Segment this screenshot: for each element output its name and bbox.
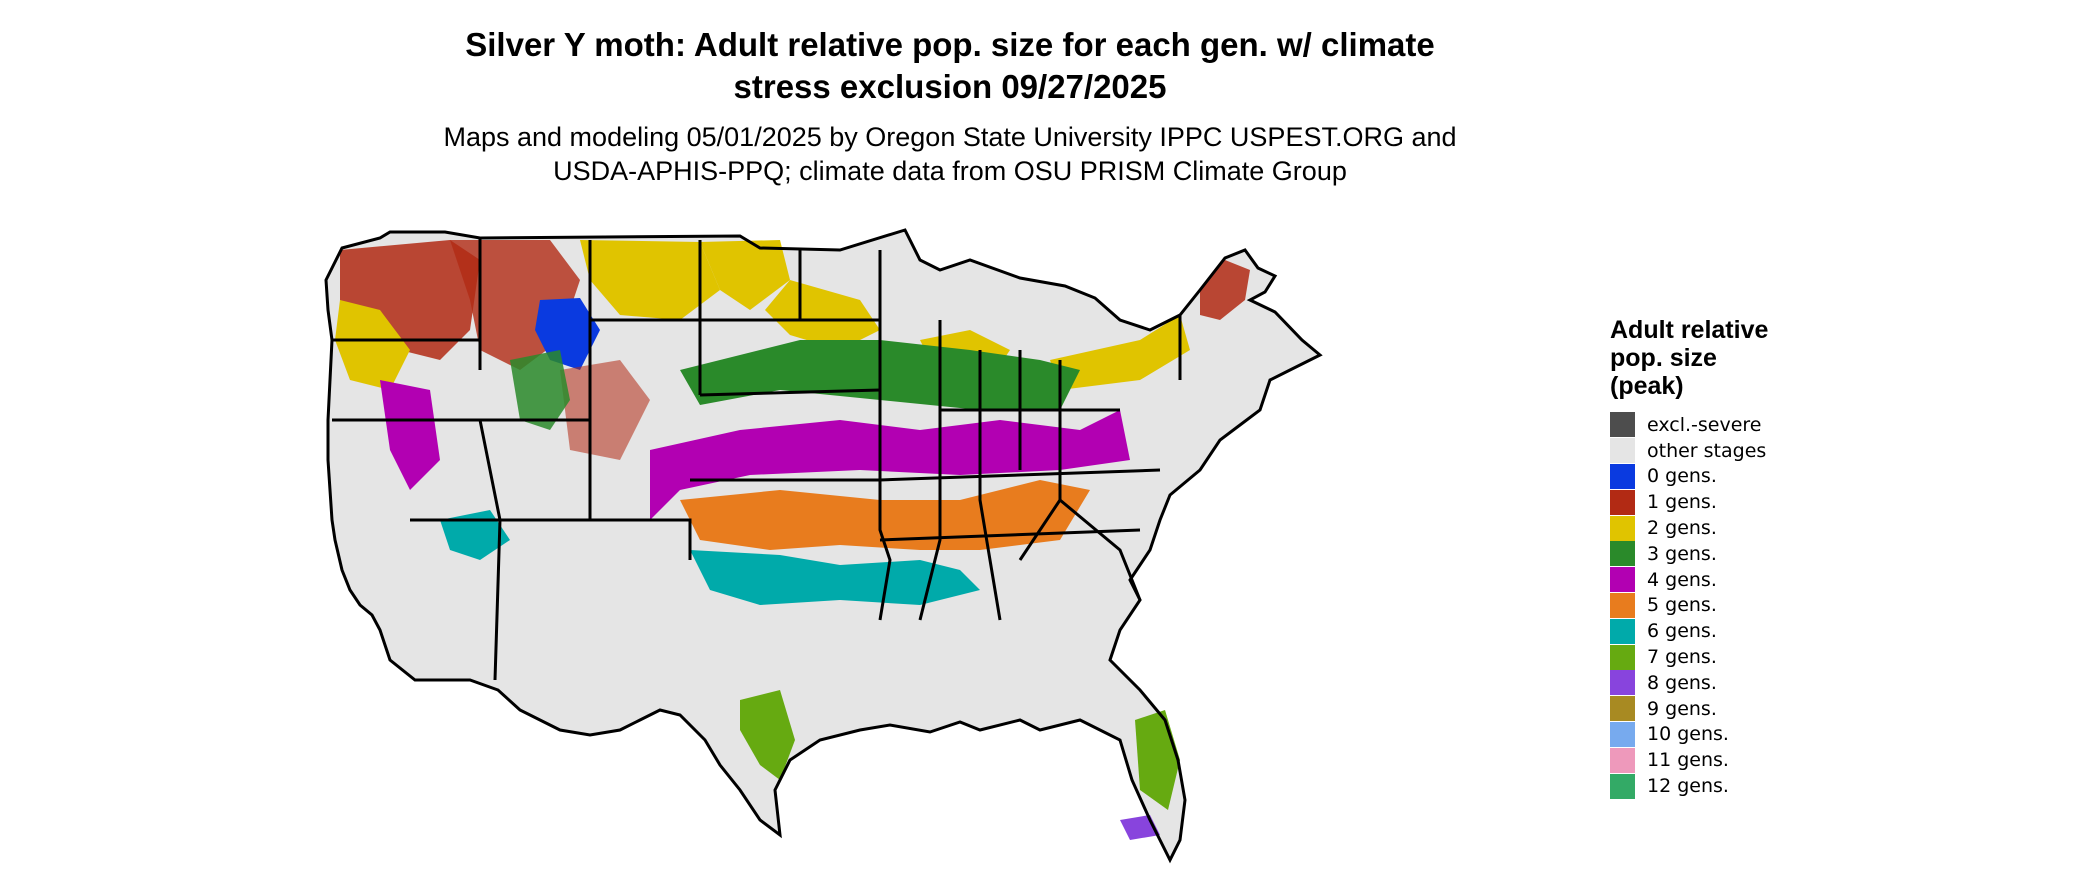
legend-title-line-3: (peak) bbox=[1610, 372, 1684, 400]
legend-label: 5 gens. bbox=[1647, 594, 1717, 617]
zone-1-gens-colorado bbox=[560, 360, 650, 460]
zone-7-gens-texas-tip bbox=[740, 690, 795, 780]
legend-swatch bbox=[1610, 644, 1635, 670]
legend-swatch bbox=[1610, 696, 1635, 722]
legend-item: 9 gens. bbox=[1610, 696, 1850, 722]
legend-item: 3 gens. bbox=[1610, 541, 1850, 567]
state-borders bbox=[324, 228, 1323, 864]
map-title: Silver Y moth: Adult relative pop. size … bbox=[0, 24, 1900, 108]
legend-swatch bbox=[1610, 592, 1635, 618]
legend-label: 2 gens. bbox=[1647, 517, 1717, 540]
zone-3-gens-utah bbox=[510, 350, 570, 430]
legend-item: excl.-severe bbox=[1610, 412, 1850, 438]
legend-title-line-2: pop. size bbox=[1610, 344, 1717, 372]
legend-swatch bbox=[1610, 541, 1635, 567]
zone-2-gens-northeast bbox=[1050, 315, 1190, 390]
generation-zones bbox=[335, 240, 1250, 840]
zone-6-gens-arizona bbox=[440, 510, 510, 560]
legend-label: excl.-severe bbox=[1647, 413, 1762, 436]
title-line-1: Silver Y moth: Adult relative pop. size … bbox=[465, 26, 1435, 63]
legend-swatch bbox=[1610, 412, 1635, 438]
zone-2-gens-dakotas bbox=[700, 240, 790, 310]
legend-swatch bbox=[1610, 489, 1635, 515]
legend-swatch bbox=[1610, 618, 1635, 644]
us-map-svg bbox=[324, 228, 1323, 864]
legend-label: 10 gens. bbox=[1647, 723, 1729, 746]
legend-item: 4 gens. bbox=[1610, 567, 1850, 593]
legend-label: 12 gens. bbox=[1647, 775, 1729, 798]
map-subtitle: Maps and modeling 05/01/2025 by Oregon S… bbox=[0, 120, 1900, 188]
legend-item: 12 gens. bbox=[1610, 773, 1850, 799]
legend-label: 6 gens. bbox=[1647, 620, 1717, 643]
legend-label: 1 gens. bbox=[1647, 491, 1717, 514]
legend-item: 5 gens. bbox=[1610, 592, 1850, 619]
legend-swatch bbox=[1610, 721, 1635, 747]
zone-2-gens-oregon bbox=[335, 300, 410, 390]
legend-title-line-1: Adult relative bbox=[1610, 316, 1769, 344]
title-line-2: stress exclusion 09/27/2025 bbox=[733, 68, 1167, 105]
legend-item: 8 gens. bbox=[1610, 670, 1850, 696]
legend-label: 7 gens. bbox=[1647, 646, 1717, 669]
subtitle-line-1: Maps and modeling 05/01/2025 by Oregon S… bbox=[443, 122, 1457, 152]
legend-label: other stages bbox=[1647, 439, 1767, 462]
legend-title: Adult relative pop. size (peak) bbox=[1610, 316, 1850, 400]
legend-label: 3 gens. bbox=[1647, 542, 1717, 565]
us-map bbox=[320, 220, 1580, 890]
legend-label: 11 gens. bbox=[1647, 749, 1729, 772]
legend-swatch bbox=[1610, 463, 1635, 489]
legend-swatch bbox=[1610, 515, 1635, 541]
legend-swatch bbox=[1610, 438, 1635, 464]
legend-item: 7 gens. bbox=[1610, 644, 1850, 670]
subtitle-line-2: USDA-APHIS-PPQ; climate data from OSU PR… bbox=[553, 156, 1347, 186]
legend-item: 2 gens. bbox=[1610, 515, 1850, 541]
legend-swatch bbox=[1610, 773, 1635, 799]
zone-4-gens-great-basin bbox=[380, 380, 440, 490]
legend-item: 0 gens. bbox=[1610, 463, 1850, 490]
zone-2-gens-montana-plains bbox=[580, 240, 720, 320]
zone-6-gens-gulf-coast bbox=[690, 550, 980, 605]
legend-item: 6 gens. bbox=[1610, 618, 1850, 644]
legend-swatch bbox=[1610, 747, 1635, 773]
zone-5-gens-south-band bbox=[680, 480, 1090, 550]
legend-label: 4 gens. bbox=[1647, 568, 1717, 591]
legend-items: excl.-severe other stages 0 gens. 1 gens. 2 … bbox=[1610, 412, 1850, 799]
legend-label: 0 gens. bbox=[1647, 465, 1717, 488]
legend-item: 1 gens. bbox=[1610, 489, 1850, 515]
legend-item: 10 gens. bbox=[1610, 721, 1850, 748]
zone-4-gens-central-band bbox=[650, 410, 1130, 520]
legend-swatch bbox=[1610, 567, 1635, 593]
legend: Adult relative pop. size (peak) excl.-se… bbox=[1610, 316, 1850, 799]
legend-item: 11 gens. bbox=[1610, 747, 1850, 773]
legend-swatch bbox=[1610, 670, 1635, 696]
legend-item: other stages bbox=[1610, 438, 1850, 464]
legend-label: 9 gens. bbox=[1647, 697, 1717, 720]
zone-2-gens-minnesota bbox=[765, 280, 880, 350]
legend-label: 8 gens. bbox=[1647, 671, 1717, 694]
